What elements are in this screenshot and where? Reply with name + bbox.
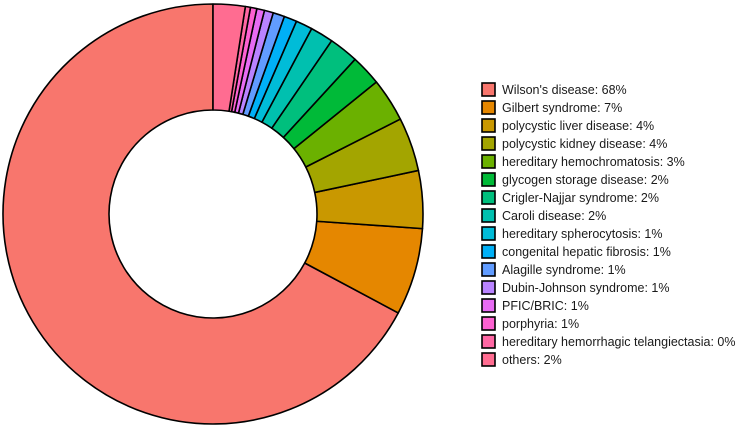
legend-label-3: polycystic kidney disease: 4% (502, 137, 667, 151)
legend-swatch-7 (481, 208, 496, 223)
legend-label-9: congenital hepatic fibrosis: 1% (502, 245, 671, 259)
legend-swatch-11 (481, 280, 496, 295)
slice-15 (212, 3, 247, 113)
legend-swatch-1 (481, 100, 496, 115)
legend-label-10: Alagille syndrome: 1% (502, 263, 626, 277)
legend-label-8: hereditary spherocytosis: 1% (502, 227, 663, 241)
legend-label-15: others: 2% (502, 353, 562, 367)
legend: Wilson's disease: 68% Gilbert syndrome: 7… (481, 82, 735, 367)
legend-swatch-5 (481, 172, 496, 187)
legend-label-11: Dubin-Johnson syndrome: 1% (502, 281, 669, 295)
legend-label-6: Crigler-Najjar syndrome: 2% (502, 191, 659, 205)
legend-swatch-2 (481, 118, 496, 133)
legend-swatch-8 (481, 226, 496, 241)
legend-swatch-14 (481, 334, 496, 349)
legend-swatch-15 (481, 352, 496, 367)
legend-label-0: Wilson's disease: 68% (502, 83, 627, 97)
legend-swatch-6 (481, 190, 496, 205)
legend-label-2: polycystic liver disease: 4% (502, 119, 654, 133)
slice-0 (2, 3, 400, 425)
legend-label-13: porphyria: 1% (502, 317, 579, 331)
legend-swatch-13 (481, 316, 496, 331)
legend-label-1: Gilbert syndrome: 7% (502, 101, 622, 115)
legend-swatch-3 (481, 136, 496, 151)
legend-swatch-10 (481, 262, 496, 277)
legend-label-7: Caroli disease: 2% (502, 209, 606, 223)
donut-slices (2, 3, 424, 425)
legend-label-12: PFIC/BRIC: 1% (502, 299, 589, 313)
legend-label-5: glycogen storage disease: 2% (502, 173, 669, 187)
legend-label-14: hereditary hemorrhagic telangiectasia: 0… (502, 335, 735, 349)
legend-swatch-12 (481, 298, 496, 313)
legend-swatch-9 (481, 244, 496, 259)
legend-swatch-4 (481, 154, 496, 169)
legend-label-4: hereditary hemochromatosis: 3% (502, 155, 685, 169)
legend-swatch-0 (481, 82, 496, 97)
